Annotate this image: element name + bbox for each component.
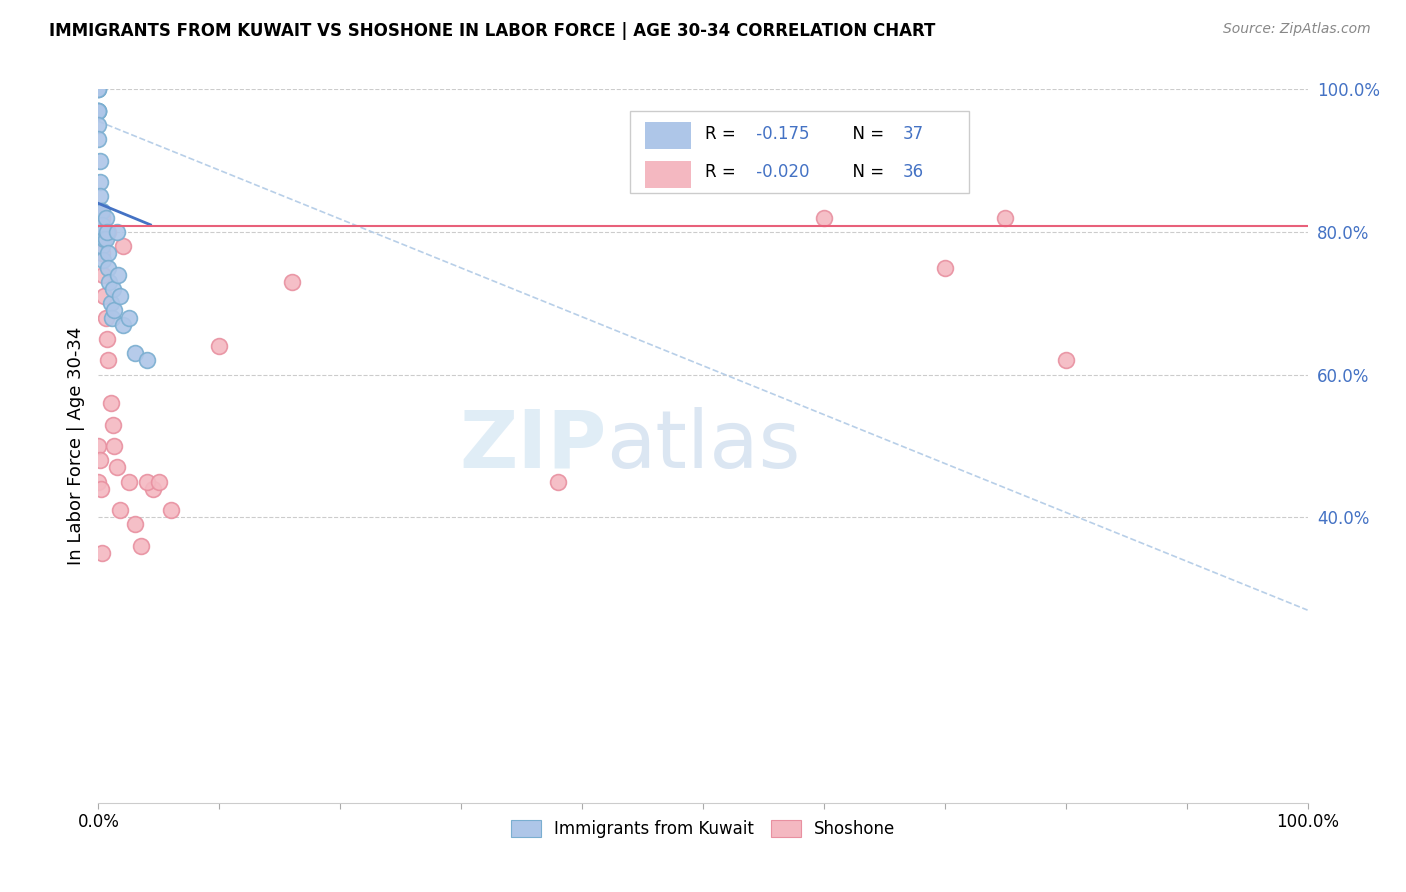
- Point: [87, 103, 110, 118]
- Point: [96, 225, 118, 239]
- Point: [108, 503, 131, 517]
- Point: [148, 475, 170, 489]
- Point: [87, 211, 110, 225]
- Point: [124, 517, 146, 532]
- Point: [101, 417, 124, 432]
- Point: [135, 353, 157, 368]
- Text: N =: N =: [842, 125, 890, 143]
- Point: [87, 103, 110, 118]
- Point: [103, 303, 125, 318]
- Point: [87, 82, 110, 96]
- Point: [87, 132, 110, 146]
- Point: [100, 396, 122, 410]
- Point: [124, 346, 146, 360]
- Point: [934, 260, 956, 275]
- Point: [160, 503, 183, 517]
- Point: [100, 310, 122, 325]
- Point: [94, 232, 117, 246]
- Point: [87, 82, 110, 96]
- Point: [87, 82, 110, 96]
- Point: [813, 211, 835, 225]
- Point: [1054, 353, 1077, 368]
- Point: [129, 539, 152, 553]
- Point: [89, 211, 111, 225]
- Point: [87, 103, 110, 118]
- Point: [87, 118, 110, 132]
- Point: [91, 225, 114, 239]
- Point: [89, 175, 111, 189]
- Point: [97, 353, 120, 368]
- Point: [91, 546, 114, 560]
- Point: [142, 482, 165, 496]
- Point: [91, 211, 114, 225]
- Point: [94, 310, 117, 325]
- Point: [91, 218, 114, 232]
- Text: ZIP: ZIP: [458, 407, 606, 485]
- Point: [90, 232, 112, 246]
- Point: [135, 475, 157, 489]
- Text: IMMIGRANTS FROM KUWAIT VS SHOSHONE IN LABOR FORCE | AGE 30-34 CORRELATION CHART: IMMIGRANTS FROM KUWAIT VS SHOSHONE IN LA…: [49, 22, 935, 40]
- Point: [90, 225, 112, 239]
- Point: [281, 275, 304, 289]
- Point: [89, 453, 111, 467]
- Point: [87, 103, 110, 118]
- Text: 36: 36: [903, 163, 924, 181]
- Y-axis label: In Labor Force | Age 30-34: In Labor Force | Age 30-34: [66, 326, 84, 566]
- Point: [90, 203, 112, 218]
- Point: [101, 282, 124, 296]
- Point: [111, 239, 134, 253]
- Text: R =: R =: [706, 163, 741, 181]
- Point: [91, 268, 114, 282]
- Point: [87, 439, 110, 453]
- Point: [105, 225, 128, 239]
- Text: Source: ZipAtlas.com: Source: ZipAtlas.com: [1223, 22, 1371, 37]
- Point: [90, 482, 112, 496]
- Point: [547, 475, 569, 489]
- Point: [87, 475, 110, 489]
- FancyBboxPatch shape: [630, 111, 969, 193]
- Point: [994, 211, 1017, 225]
- Point: [208, 339, 231, 353]
- Point: [118, 310, 141, 325]
- Text: N =: N =: [842, 163, 890, 181]
- Point: [97, 225, 120, 239]
- Point: [97, 260, 120, 275]
- Point: [105, 460, 128, 475]
- Point: [93, 232, 115, 246]
- Point: [100, 296, 122, 310]
- Text: R =: R =: [706, 125, 741, 143]
- Text: atlas: atlas: [606, 407, 800, 485]
- Point: [98, 275, 121, 289]
- Point: [91, 253, 114, 268]
- Point: [93, 289, 115, 303]
- Legend: Immigrants from Kuwait, Shoshone: Immigrants from Kuwait, Shoshone: [505, 813, 901, 845]
- Point: [111, 318, 134, 332]
- Text: 37: 37: [903, 125, 924, 143]
- Point: [89, 189, 111, 203]
- Point: [91, 203, 114, 218]
- Text: -0.020: -0.020: [751, 163, 810, 181]
- Point: [91, 246, 114, 260]
- Point: [103, 439, 125, 453]
- Point: [89, 153, 111, 168]
- Point: [107, 268, 129, 282]
- FancyBboxPatch shape: [645, 161, 690, 188]
- Point: [96, 332, 118, 346]
- Point: [118, 475, 141, 489]
- Point: [108, 289, 131, 303]
- Text: -0.175: -0.175: [751, 125, 810, 143]
- Point: [94, 211, 117, 225]
- Point: [91, 239, 114, 253]
- Point: [97, 246, 120, 260]
- FancyBboxPatch shape: [645, 122, 690, 149]
